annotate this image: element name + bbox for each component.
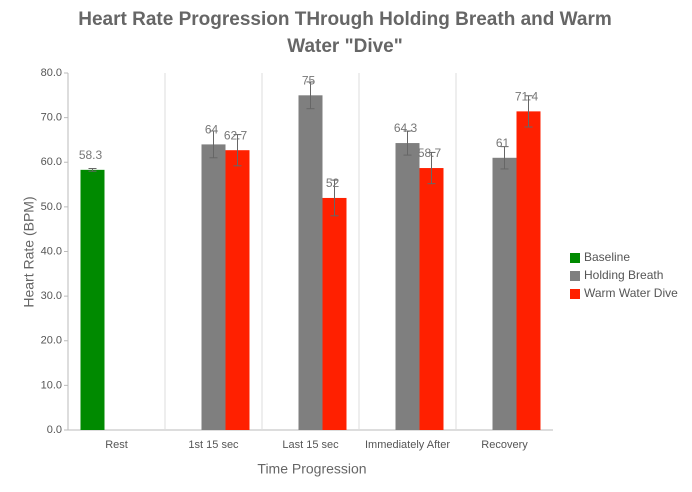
x-tick-label: Recovery: [481, 439, 528, 451]
bar: [201, 144, 226, 430]
bar: [395, 143, 420, 430]
data-label: 61: [496, 136, 510, 150]
chart-title: Water "Dive": [287, 36, 403, 57]
y-tick-label: 30.0: [41, 290, 62, 302]
y-tick-label: 80.0: [41, 67, 62, 79]
x-tick-label: 1st 15 sec: [188, 439, 239, 451]
y-tick-label: 50.0: [41, 201, 62, 213]
bar: [419, 168, 444, 430]
x-tick-label: Rest: [105, 439, 128, 451]
y-tick-label: 10.0: [41, 379, 62, 391]
data-label: 58.3: [79, 148, 103, 162]
bar: [516, 111, 541, 430]
legend-label: Holding Breath: [584, 268, 663, 282]
error-bar: [403, 130, 412, 156]
y-tick-label: 40.0: [41, 245, 62, 257]
bar: [298, 95, 323, 430]
data-label: 64.3: [394, 121, 418, 135]
legend-label: Warm Water Dive: [584, 286, 678, 300]
y-tick-label: 60.0: [41, 156, 62, 168]
error-bar: [209, 130, 218, 159]
error-bar: [330, 179, 339, 217]
error-bar: [88, 167, 97, 172]
legend-label: Baseline: [584, 250, 630, 264]
error-bar: [500, 146, 509, 170]
data-label: 58.7: [418, 146, 442, 160]
data-label: 62.7: [224, 128, 248, 142]
legend-swatch: [570, 253, 580, 263]
y-axis-title: Heart Rate (BPM): [21, 196, 37, 307]
x-tick-label: Last 15 sec: [282, 439, 339, 451]
error-bar: [524, 95, 533, 128]
data-label: 71.4: [515, 90, 539, 104]
x-tick-label: Immediately After: [365, 439, 450, 451]
bar: [492, 157, 517, 430]
bar: [225, 150, 250, 431]
y-tick-label: 0.0: [47, 424, 62, 436]
y-tick-label: 20.0: [41, 335, 62, 347]
legend-swatch: [570, 289, 580, 299]
error-bar: [427, 151, 436, 185]
chart-title: Heart Rate Progression THrough Holding B…: [78, 9, 611, 30]
data-label: 64: [205, 123, 219, 137]
legend-swatch: [570, 271, 580, 281]
error-bar: [233, 134, 242, 167]
error-bar: [306, 81, 315, 110]
data-label: 75: [302, 73, 316, 87]
bar: [322, 197, 347, 430]
data-label: 52: [326, 176, 340, 190]
bar: [80, 169, 105, 430]
x-axis-title: Time Progression: [257, 461, 366, 477]
y-tick-label: 70.0: [41, 112, 62, 124]
